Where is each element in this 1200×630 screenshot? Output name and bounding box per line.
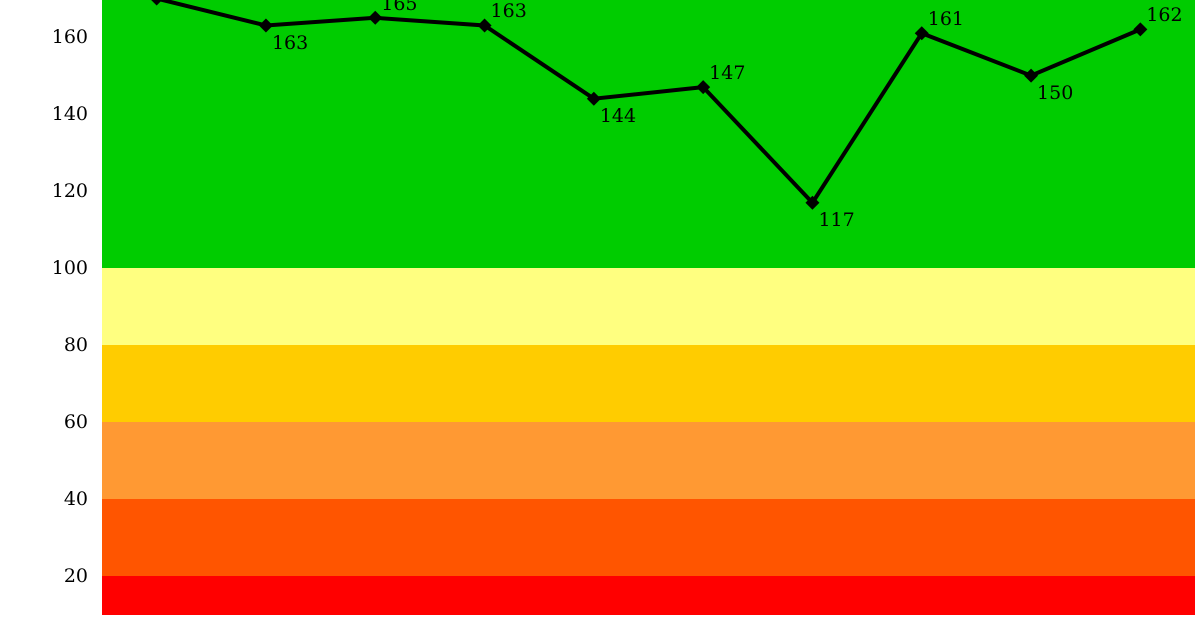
y-tick-label: 80 [0,334,88,356]
line-chart: 20406080100120140160 1701631651631441471… [0,0,1200,630]
data-label: 163 [272,32,308,54]
data-label: 117 [818,209,854,231]
data-label: 162 [1146,4,1182,26]
y-tick-label: 140 [0,103,88,125]
y-tick-label: 160 [0,26,88,48]
data-label: 144 [600,105,636,127]
data-label: 161 [928,8,964,30]
line-layer [0,0,1200,630]
data-label: 147 [709,62,745,84]
y-tick-label: 120 [0,180,88,202]
data-marker [368,11,382,25]
y-tick-label: 100 [0,257,88,279]
data-label: 163 [491,0,527,22]
series-line [157,0,1141,203]
data-marker [259,19,273,33]
data-marker [1024,69,1038,83]
y-tick-label: 40 [0,488,88,510]
data-label: 165 [381,0,417,15]
data-marker [1133,22,1147,36]
y-tick-label: 20 [0,565,88,587]
data-label: 150 [1037,82,1073,104]
y-tick-label: 60 [0,411,88,433]
